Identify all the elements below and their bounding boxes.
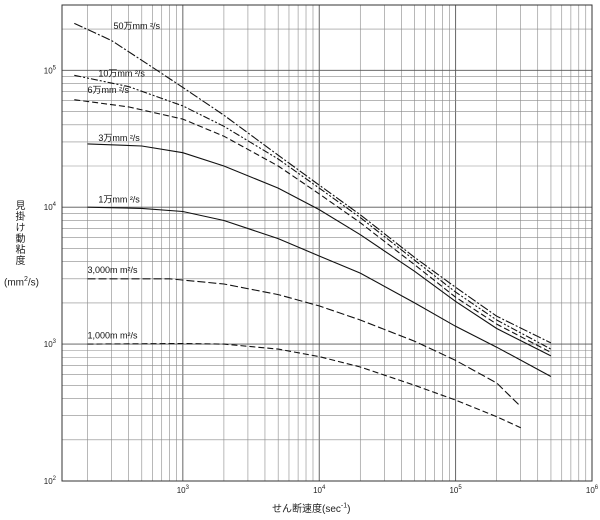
- series-label-3: 6万mm ²/s: [88, 85, 130, 95]
- series-label-4: 3万mm ²/s: [98, 133, 140, 143]
- x-tick-label: 106: [586, 485, 599, 495]
- x-tick-label: 104: [313, 485, 326, 495]
- x-tick-label: 103: [177, 485, 190, 495]
- y-tick-label: 103: [44, 339, 57, 349]
- y-tick-exp: 2: [53, 476, 57, 482]
- y-tick-exp: 3: [53, 339, 57, 345]
- x-tick-exp: 6: [595, 485, 599, 491]
- series-label-1: 50万mm ²/s: [113, 21, 160, 31]
- series-label-5: 1万mm ²/s: [98, 195, 140, 205]
- x-tick-exp: 4: [322, 485, 326, 491]
- y-tick-exp: 5: [53, 65, 57, 71]
- y-tick-label: 102: [44, 476, 57, 486]
- x-axis-label: せん断速度(sec-1): [272, 500, 350, 515]
- y-tick-label: 104: [44, 202, 57, 212]
- x-axis-unit: (sec: [322, 504, 341, 515]
- series-label-7: 1,000m m²/s: [88, 330, 139, 340]
- y-axis-label-text: 見掛け動粘度: [12, 200, 24, 266]
- x-axis-unit-end: ): [347, 504, 350, 515]
- x-axis-label-text: せん断速度: [272, 504, 322, 515]
- x-tick-exp: 5: [458, 485, 462, 491]
- y-axis-unit-close: /s): [28, 277, 39, 288]
- x-tick-exp: 3: [186, 485, 190, 491]
- y-axis-unit: (mm2/s): [4, 276, 39, 288]
- y-axis-label: 見掛け動粘度: [12, 200, 34, 266]
- y-tick-exp: 4: [53, 202, 57, 208]
- x-tick-label: 105: [449, 485, 462, 495]
- series-label-6: 3,000m m²/s: [88, 265, 139, 275]
- series-label-2: 10万mm ²/s: [98, 69, 145, 79]
- y-axis-unit-open: (mm: [4, 277, 24, 288]
- y-tick-label: 105: [44, 65, 57, 75]
